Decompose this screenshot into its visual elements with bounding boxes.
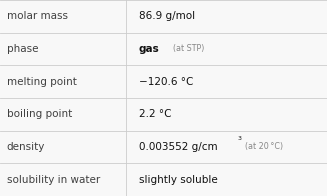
- Text: solubility in water: solubility in water: [7, 175, 100, 185]
- Text: −120.6 °C: −120.6 °C: [139, 77, 193, 87]
- Text: density: density: [7, 142, 45, 152]
- Text: slightly soluble: slightly soluble: [139, 175, 218, 185]
- Text: 2.2 °C: 2.2 °C: [139, 109, 171, 119]
- Text: 0.003552 g/cm: 0.003552 g/cm: [139, 142, 217, 152]
- Text: (at STP): (at STP): [173, 44, 205, 54]
- Text: phase: phase: [7, 44, 38, 54]
- Text: 3: 3: [238, 136, 242, 141]
- Text: gas: gas: [139, 44, 160, 54]
- Text: boiling point: boiling point: [7, 109, 72, 119]
- Text: molar mass: molar mass: [7, 11, 68, 21]
- Text: melting point: melting point: [7, 77, 77, 87]
- Text: 86.9 g/mol: 86.9 g/mol: [139, 11, 195, 21]
- Text: (at 20 °C): (at 20 °C): [245, 142, 284, 152]
